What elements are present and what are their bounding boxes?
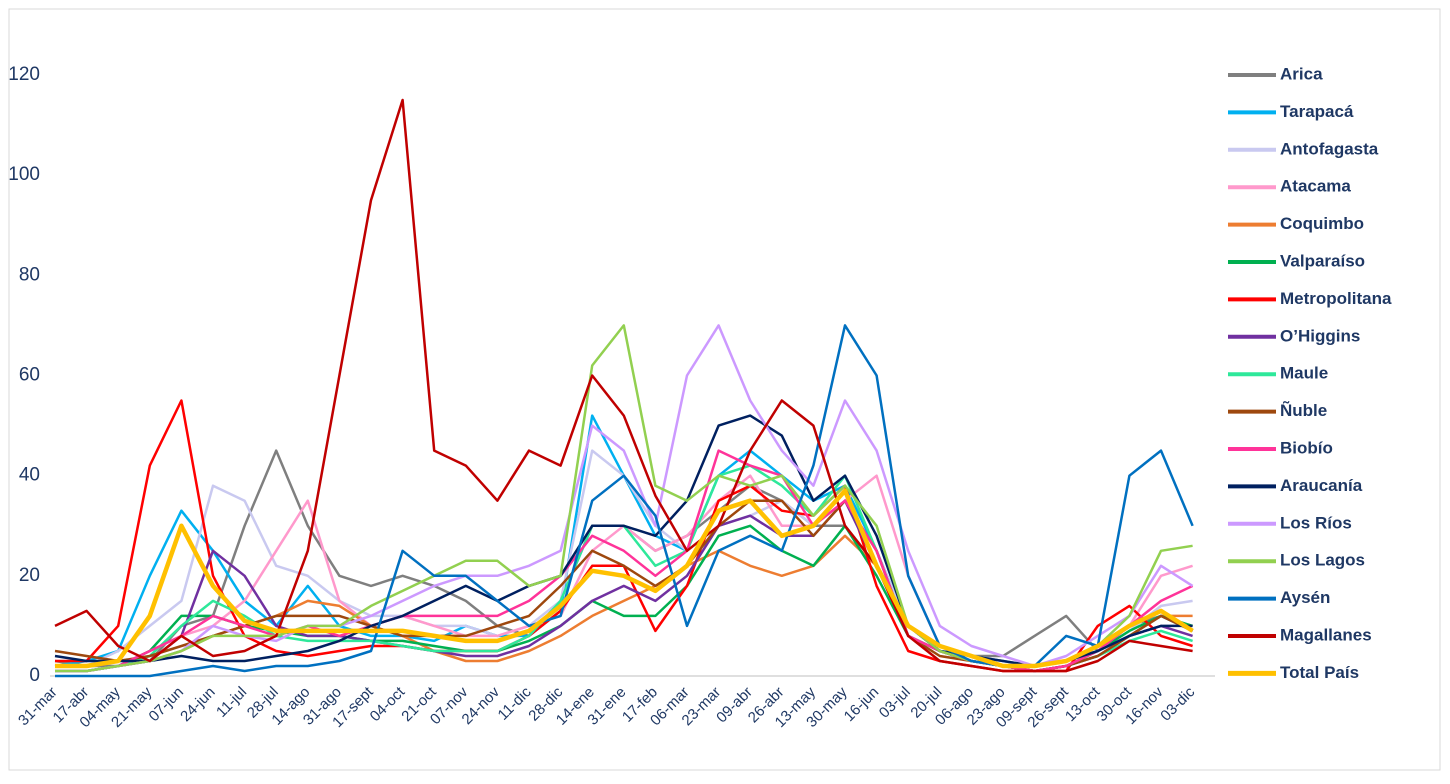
series-line [54, 414, 1193, 668]
legend-label: Metropolitana [1280, 289, 1392, 308]
legend-label: Maule [1280, 364, 1328, 383]
legend-label: Total País [1280, 663, 1359, 682]
legend-label: O’Higgins [1280, 326, 1360, 345]
legend-label: Valparaíso [1280, 251, 1365, 270]
series-line [54, 98, 1193, 673]
legend-label: Arica [1280, 64, 1323, 83]
legend-label: Biobío [1280, 438, 1333, 457]
series-line [55, 488, 1194, 669]
legend-label: Tarapacá [1280, 102, 1354, 121]
y-tick-label: 20 [19, 565, 40, 586]
y-tick-label: 40 [19, 465, 40, 486]
legend-label: Los Ríos [1280, 513, 1352, 532]
chart-border [8, 8, 1441, 771]
legend-label: Los Lagos [1280, 551, 1365, 570]
legend-label: Atacama [1280, 177, 1351, 196]
y-tick-label: 80 [19, 264, 40, 285]
y-tick-label: 100 [8, 164, 40, 185]
y-tick-label: 120 [8, 64, 40, 85]
y-tick-label: 0 [29, 665, 40, 686]
legend-label: Araucanía [1280, 476, 1363, 495]
y-tick-label: 60 [19, 365, 40, 386]
legend-label: Coquimbo [1280, 214, 1364, 233]
legend-label: Magallanes [1280, 625, 1372, 644]
legend-label: Aysén [1280, 588, 1330, 607]
legend-label: Antofagasta [1280, 139, 1379, 158]
legend-label: Ñuble [1280, 400, 1327, 420]
